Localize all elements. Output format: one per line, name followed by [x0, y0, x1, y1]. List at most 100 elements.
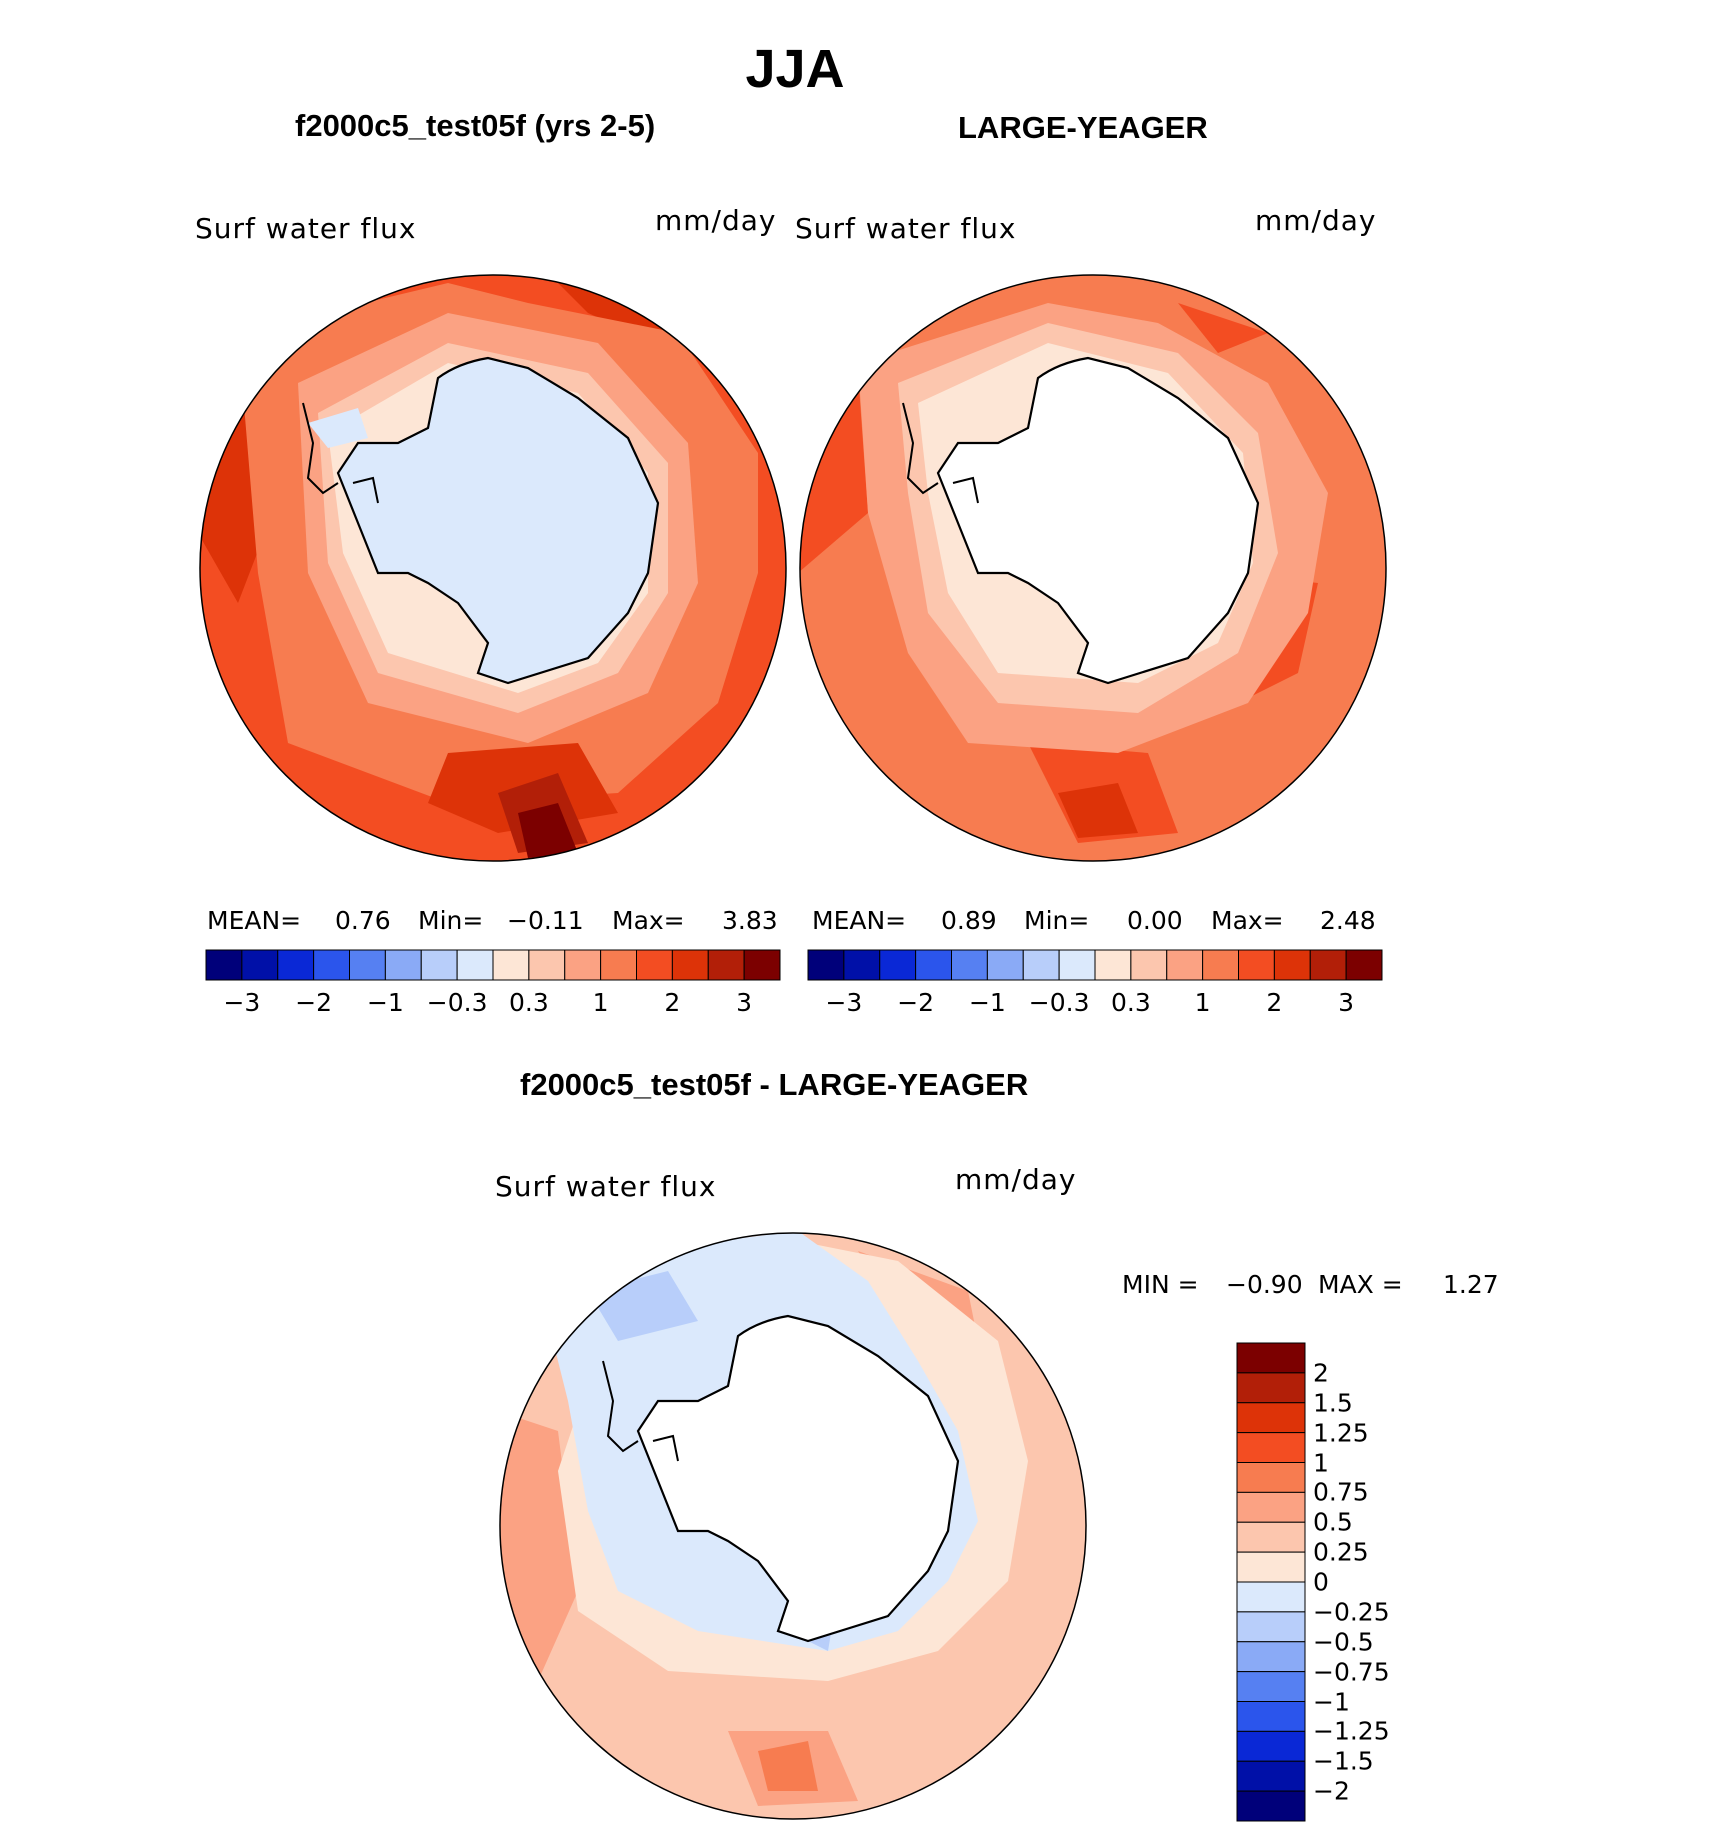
- panel3-colorbar-tick-label: 1: [1313, 1448, 1329, 1477]
- panel1-polar-map: [199, 274, 787, 862]
- panel3-colorbar-swatch: [1236, 1611, 1306, 1643]
- panel3-colorbar-tick-label: 0.75: [1313, 1477, 1369, 1507]
- panel2-colorbar-swatch: [843, 949, 881, 981]
- panel2-colorbar-swatch: [1238, 949, 1275, 981]
- panel3-colorbar-swatch: [1236, 1372, 1306, 1404]
- panel1-colorbar-swatch: [241, 949, 279, 981]
- panel2-colorbar-tick-label: 2: [1266, 988, 1283, 1017]
- panel3-colorbar-swatch: [1236, 1551, 1306, 1583]
- panel3-min-value: −0.90: [1226, 1270, 1303, 1299]
- panel3-colorbar-ticks: 2 1.5 1.25 1 0.75 0.5 0.25 0 −0.25 −0.5 −0.75 −1 −1.…: [1313, 1343, 1433, 1821]
- panel3-colorbar-tick-label: −0.5: [1313, 1627, 1374, 1657]
- panel3-colorbar-swatch: [1236, 1671, 1306, 1702]
- panel3-title: f2000c5_test05f - LARGE-YEAGER: [520, 1067, 1029, 1102]
- panel3-max-label: MAX =: [1318, 1270, 1403, 1299]
- panel2-colorbar-tick-label: −2: [897, 988, 935, 1017]
- panel2-colorbar-swatch: [915, 949, 952, 981]
- panel2-colorbar-swatch: [1345, 949, 1383, 981]
- panel3-colorbar-tick-label: 0.5: [1313, 1507, 1353, 1537]
- panel1-colorbar-swatch: [313, 949, 350, 981]
- panel1-colorbar-swatch: [636, 949, 673, 981]
- panel1-colorbar-swatch: [205, 949, 243, 981]
- panel3-colorbar-swatch: [1236, 1521, 1306, 1553]
- panel2-colorbar-swatch: [1202, 949, 1239, 981]
- panel3-colorbar-tick-label: −1.5: [1313, 1746, 1374, 1776]
- panel2-colorbar-swatch: [1273, 949, 1311, 981]
- panel3-min-label: MIN =: [1122, 1270, 1199, 1299]
- panel2-colorbar-tick-label: −1: [968, 988, 1006, 1017]
- panel2-min-value: 0.00: [1127, 906, 1183, 935]
- panel1-colorbar-swatch: [600, 949, 637, 981]
- panel3-colorbar-swatch: [1236, 1342, 1306, 1374]
- panel1-colorbar-swatch: [671, 949, 709, 981]
- panel3-colorbar-tick-label: −0.75: [1313, 1657, 1390, 1687]
- panel1-colorbar-ticks: −3 −2 −1 −0.3 0.3 1 2 3: [206, 988, 780, 1018]
- panel1-colorbar-tick-label: 3: [736, 988, 753, 1017]
- panel2-colorbar-swatch: [951, 949, 988, 981]
- panel1-colorbar-tick-label: 2: [664, 988, 681, 1017]
- panel3-colorbar-tick-label: 0.25: [1313, 1537, 1369, 1567]
- panel1-max-value: 3.83: [722, 906, 778, 935]
- figure-title: JJA: [745, 39, 845, 99]
- panel1-colorbar-tick-label: 1: [592, 988, 609, 1017]
- panel1-colorbar-swatch: [707, 949, 745, 981]
- panel2-colorbar-tick-label: −0.3: [1028, 988, 1090, 1017]
- panel2-colorbar-swatch: [879, 949, 917, 981]
- panel2-units-label: mm/day: [1255, 204, 1377, 237]
- panel3-colorbar-swatch: [1236, 1760, 1306, 1792]
- panel2-colorbar-swatch: [1130, 949, 1168, 981]
- panel3-colorbar-tick-label: −2: [1313, 1776, 1350, 1806]
- panel2-min-label: Min=: [1024, 906, 1090, 935]
- panel3-colorbar-tick-label: 1.25: [1313, 1418, 1369, 1448]
- panel3-colorbar: [1236, 1342, 1306, 1822]
- panel2-colorbar-swatch: [1022, 949, 1060, 981]
- panel1-min-value: −0.11: [507, 906, 584, 935]
- panel3-colorbar-tick-label: 1.5: [1313, 1388, 1353, 1418]
- panel2-colorbar-tick-label: 3: [1338, 988, 1355, 1017]
- panel2-colorbar-swatch: [986, 949, 1024, 981]
- panel2-colorbar-swatch: [1166, 949, 1204, 981]
- panel1-title: f2000c5_test05f (yrs 2-5): [295, 108, 656, 143]
- panel3-colorbar-swatch: [1236, 1701, 1306, 1732]
- panel3-colorbar-tick-label: −1.25: [1313, 1716, 1390, 1746]
- panel3-colorbar-swatch: [1236, 1462, 1306, 1493]
- panel1-colorbar-swatch: [277, 949, 315, 981]
- panel2-colorbar-tick-label: 0.3: [1110, 988, 1151, 1017]
- panel2-mean-value: 0.89: [941, 906, 997, 935]
- panel3-colorbar-swatch: [1236, 1790, 1306, 1822]
- panel3-colorbar-swatch: [1236, 1432, 1306, 1463]
- panel1-variable-label: Surf water flux: [195, 212, 417, 245]
- panel2-colorbar-swatch: [1058, 949, 1096, 981]
- panel1-colorbar-tick-label: −2: [295, 988, 333, 1017]
- panel2-colorbar-tick-label: −3: [825, 988, 863, 1017]
- panel1-max-label: Max=: [612, 906, 685, 935]
- panel3-colorbar-swatch: [1236, 1402, 1306, 1434]
- panel2-title: LARGE-YEAGER: [958, 110, 1208, 145]
- panel1-colorbar-swatch: [492, 949, 530, 981]
- panel1-colorbar-tick-label: 0.3: [508, 988, 549, 1017]
- panel2-colorbar-swatch: [1309, 949, 1347, 981]
- panel1-mean-value: 0.76: [335, 906, 391, 935]
- panel3-polar-map: [499, 1232, 1087, 1820]
- panel2-colorbar: [807, 949, 1383, 981]
- panel3-variable-label: Surf water flux: [495, 1170, 717, 1203]
- panel2-polar-map: [799, 274, 1387, 862]
- panel3-colorbar-swatch: [1236, 1491, 1306, 1523]
- panel1-colorbar-swatch: [528, 949, 566, 981]
- panel2-variable-label: Surf water flux: [795, 212, 1017, 245]
- panel2-colorbar-swatch: [1094, 949, 1132, 981]
- panel1-colorbar-tick-label: −3: [223, 988, 261, 1017]
- panel1-colorbar-swatch: [564, 949, 602, 981]
- panel2-colorbar-swatch: [807, 949, 845, 981]
- panel3-colorbar-swatch: [1236, 1641, 1306, 1673]
- panel2-colorbar-tick-label: 1: [1194, 988, 1211, 1017]
- panel3-colorbar-tick-label: 2: [1313, 1358, 1329, 1388]
- panel1-colorbar-swatch: [349, 949, 386, 981]
- panel2-colorbar-ticks: −3 −2 −1 −0.3 0.3 1 2 3: [808, 988, 1382, 1018]
- panel2-mean-label: MEAN=: [812, 906, 907, 935]
- panel3-colorbar-swatch: [1236, 1581, 1306, 1613]
- panel3-colorbar-tick-label: −1: [1313, 1687, 1350, 1716]
- panel1-colorbar-swatch: [384, 949, 422, 981]
- panel3-colorbar-swatch: [1236, 1730, 1306, 1762]
- panel2-max-value: 2.48: [1320, 906, 1376, 935]
